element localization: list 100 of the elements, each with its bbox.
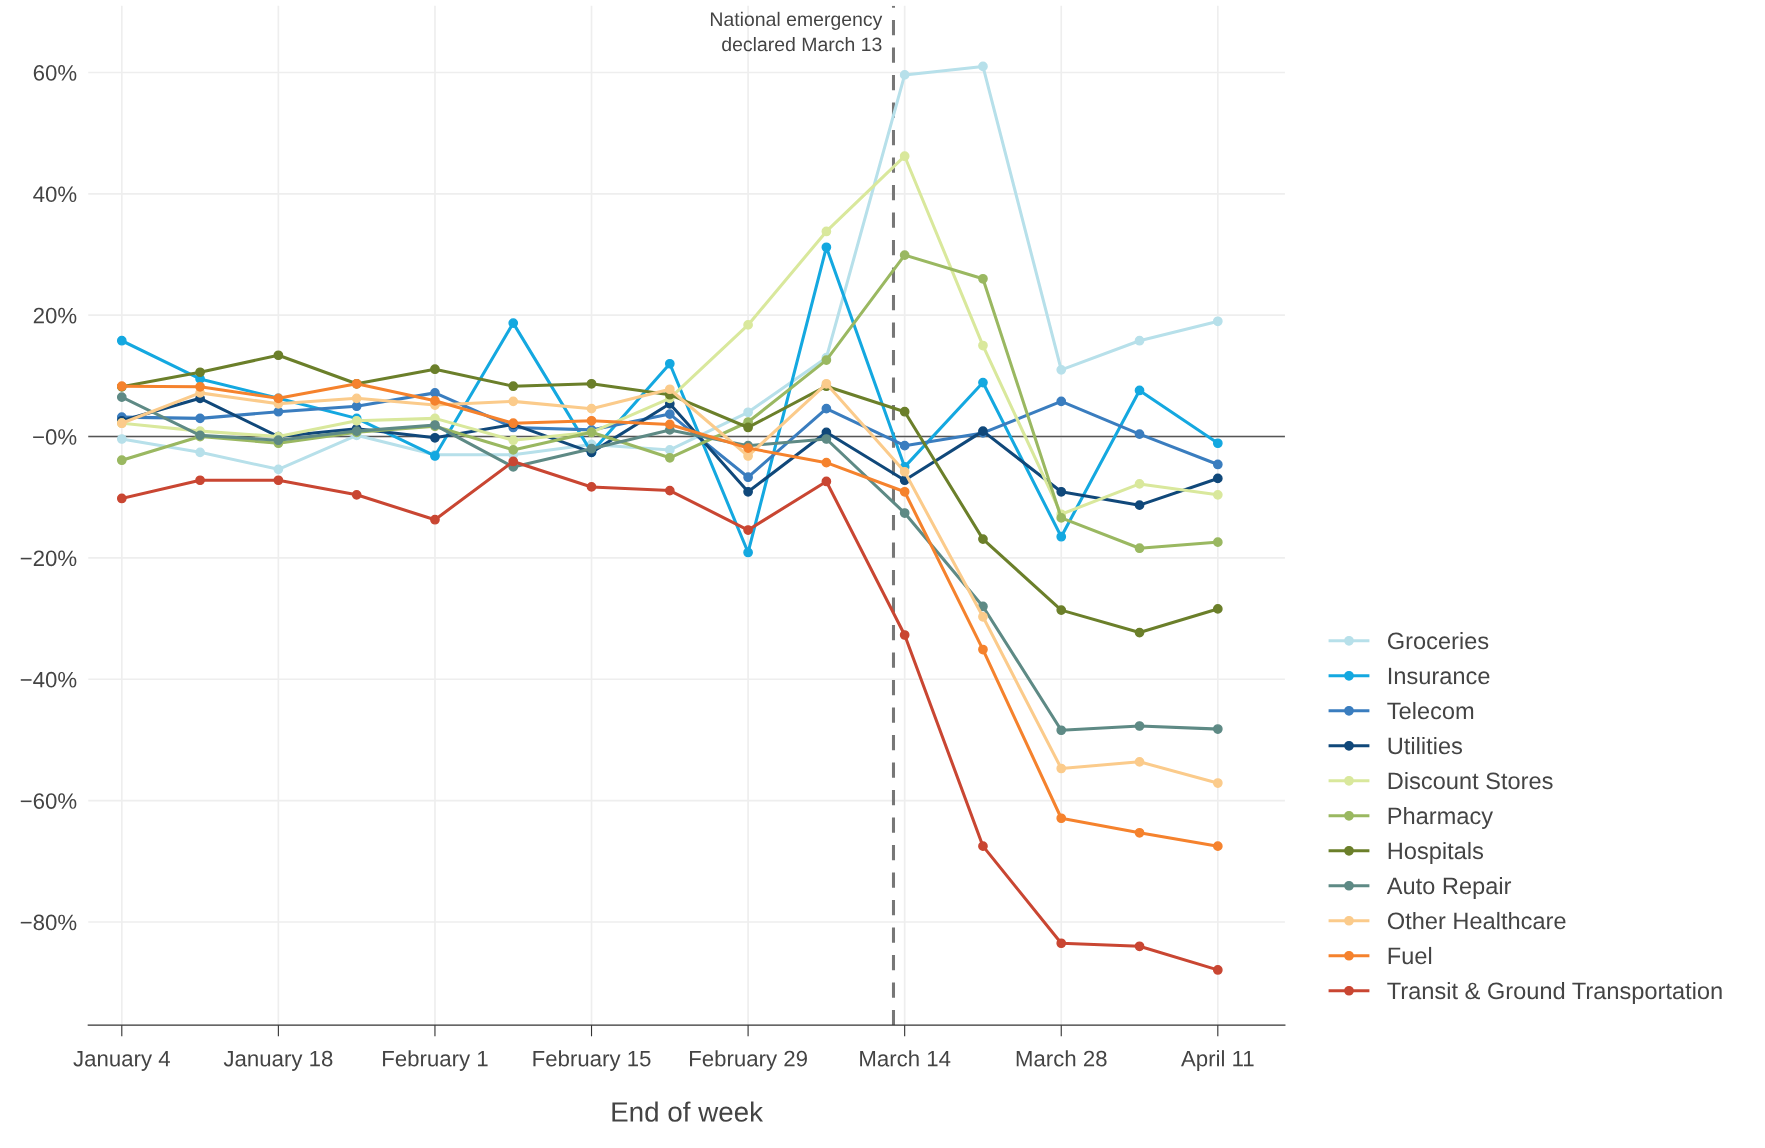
point [899,70,910,80]
point [195,367,205,378]
point [1134,500,1145,510]
x-tick-label: February 29 [690,1050,807,1071]
point [899,466,910,477]
point [978,273,988,284]
y-tick-label: 60% [33,65,77,81]
point [821,476,832,487]
point [978,644,988,655]
point [978,340,988,351]
point [899,630,910,640]
point [821,242,832,253]
point [1212,778,1223,788]
y-tick-label: −20% [20,550,77,567]
point [1056,938,1067,949]
legend-label: Utilities [1388,736,1463,755]
point [1056,364,1067,375]
point [430,432,440,443]
point [978,61,988,72]
y-tick-label: 40% [33,186,77,203]
point [586,403,597,414]
x-tick-label: March 14 [860,1050,951,1067]
point [586,415,597,426]
point [1056,531,1067,542]
point [508,396,519,407]
point [195,413,205,424]
x-tick-label: January 4 [73,1050,170,1071]
point [430,514,440,525]
point [1056,605,1067,615]
x-tick-label: February 1 [383,1050,488,1071]
point [273,350,284,361]
point [586,378,597,389]
y-tick-label: 20% [33,307,77,324]
point [899,440,910,451]
point [1212,537,1223,548]
x-axis-title: End of week [612,1101,764,1122]
point [116,493,127,504]
x-tick-label: January 18 [223,1050,333,1071]
point [195,381,205,392]
point [899,250,910,260]
x-tick-label: April 11 [1181,1050,1254,1071]
point [664,452,675,463]
point [1134,756,1145,767]
point [1212,316,1223,327]
point [821,226,832,237]
point [743,547,753,558]
y-tick-label: −60% [20,793,77,809]
point [273,464,284,475]
point [351,393,362,404]
point [1134,479,1145,489]
point [821,434,832,444]
legend-label: Auto Repair [1386,876,1512,899]
legend-label: Insurance [1388,667,1490,685]
point [116,335,127,346]
point [508,435,519,446]
point [821,457,832,468]
point [743,525,753,535]
point [1134,335,1145,346]
point [195,475,205,486]
point [116,455,127,466]
point [821,403,832,414]
y-tick-label: −40% [20,671,77,688]
point [1212,841,1223,852]
point [1212,965,1223,975]
point [664,409,675,419]
point [430,364,440,375]
legend-label: Discount Stores [1388,771,1553,790]
point [1212,473,1223,484]
point [351,401,362,412]
point [978,534,988,544]
point [743,320,753,330]
point [1134,627,1145,638]
point [508,445,519,455]
x-tick-label: February 15 [533,1050,651,1071]
point [508,456,519,467]
point [664,358,675,369]
point [1134,721,1145,731]
point [1056,513,1067,523]
point [586,482,597,492]
point [586,443,597,454]
point [743,407,753,418]
legend-label: Other Healthcare [1387,911,1566,930]
point [1134,429,1145,440]
point [978,601,988,612]
point [1134,385,1145,396]
point [1056,396,1067,407]
point [116,392,127,402]
point [743,472,753,483]
point [978,611,988,622]
legend-label: Hospitals [1388,841,1484,864]
point [1056,725,1067,736]
point [664,384,675,395]
point [899,486,910,497]
legend-label: Fuel [1388,946,1432,965]
point [743,486,753,497]
point [508,381,519,392]
point [1212,724,1223,734]
legend-label: Pharmacy [1388,806,1494,829]
point [978,841,988,852]
y-tick-label: −0% [33,429,77,445]
